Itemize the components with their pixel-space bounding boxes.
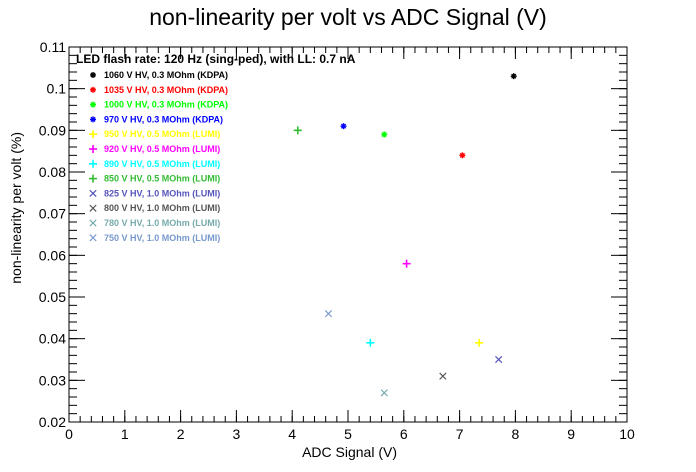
y-tick-label: 0.09 [39, 122, 66, 138]
x-tick-label: 7 [456, 426, 464, 442]
x-tick-label: 1 [121, 426, 129, 442]
x-tick-label: 10 [619, 426, 635, 442]
legend-entry: 825 V HV, 1.0 MOhm (LUMI) [104, 188, 220, 198]
data-points [293, 73, 517, 397]
legend-marker [89, 219, 97, 227]
legend-entry: 780 V HV, 1.0 MOhm (LUMI) [104, 218, 220, 228]
x-tick-label: 2 [177, 426, 185, 442]
data-point [402, 259, 411, 268]
data-point [381, 131, 388, 138]
data-point [510, 73, 517, 80]
data-point [459, 152, 466, 159]
legend-entry: 890 V HV, 0.5 MOhm (LUMI) [104, 159, 220, 169]
x-tick-label: 0 [65, 426, 73, 442]
legend-marker [89, 234, 97, 242]
legend: LED flash rate: 120 Hz (sing-ped), with … [76, 52, 356, 243]
legend-marker [89, 174, 97, 183]
x-tick-label: 6 [400, 426, 408, 442]
y-tick-label: 0.06 [39, 247, 66, 263]
x-tick-label: 3 [233, 426, 241, 442]
legend-marker [89, 189, 97, 198]
chart-title: non-linearity per volt vs ADC Signal (V) [149, 4, 547, 30]
data-point [380, 389, 388, 397]
y-tick-label: 0.11 [40, 39, 66, 55]
legend-entry: 1060 V HV, 0.3 MOhm (KDPA) [104, 70, 228, 80]
data-point [495, 355, 503, 364]
data-point [324, 310, 333, 318]
legend-entry: 920 V HV, 0.5 MOhm (LUMI) [104, 144, 220, 154]
legend-entry: 1035 V HV, 0.3 MOhm (KDPA) [104, 85, 228, 95]
x-axis-label: ADC Signal (V) [302, 444, 397, 460]
y-tick-label: 0.08 [39, 164, 66, 180]
legend-marker [89, 130, 97, 139]
legend-marker [90, 72, 96, 78]
x-tick-label: 8 [512, 426, 520, 442]
x-tick-label: 4 [288, 426, 296, 442]
y-tick-label: 0.07 [39, 206, 66, 222]
axes: 0 1 2 3 4 5 6 7 8 9 10 0.02 0.03 0.04 0.05 0.06 0.07 0.08… [39, 39, 635, 442]
legend-marker [89, 159, 97, 168]
legend-entry: 1000 V HV, 0.3 MOhm (KDPA) [104, 100, 228, 110]
y-axis-label: non-linearity per volt (%) [8, 132, 24, 284]
x-tick-label: 5 [344, 426, 352, 442]
legend-entry: 800 V HV, 1.0 MOhm (LUMI) [104, 203, 220, 213]
y-tick-label: 0.04 [39, 331, 66, 347]
data-point [475, 338, 484, 347]
data-point [366, 338, 375, 347]
legend-marker [90, 116, 96, 123]
legend-entry: 970 V HV, 0.3 MOhm (KDPA) [104, 114, 223, 124]
legend-entry: 850 V HV, 0.5 MOhm (LUMI) [104, 174, 220, 184]
data-point [439, 372, 447, 380]
y-tick-label: 0.05 [39, 289, 66, 305]
legend-marker [89, 145, 97, 153]
x-tick-label: 9 [567, 426, 575, 442]
legend-marker [90, 86, 96, 93]
y-tick-label: 0.02 [39, 414, 66, 430]
legend-marker [89, 204, 97, 212]
y-tick-label: 0.1 [47, 81, 67, 97]
data-point [293, 126, 302, 135]
data-point [340, 123, 347, 130]
legend-entry: 950 V HV, 0.5 MOhm (LUMI) [104, 129, 220, 139]
y-tick-label: 0.03 [39, 372, 66, 388]
legend-marker [90, 101, 96, 108]
legend-header: LED flash rate: 120 Hz (sing-ped), with … [76, 52, 356, 66]
legend-entry: 750 V HV, 1.0 MOhm (LUMI) [104, 233, 220, 243]
